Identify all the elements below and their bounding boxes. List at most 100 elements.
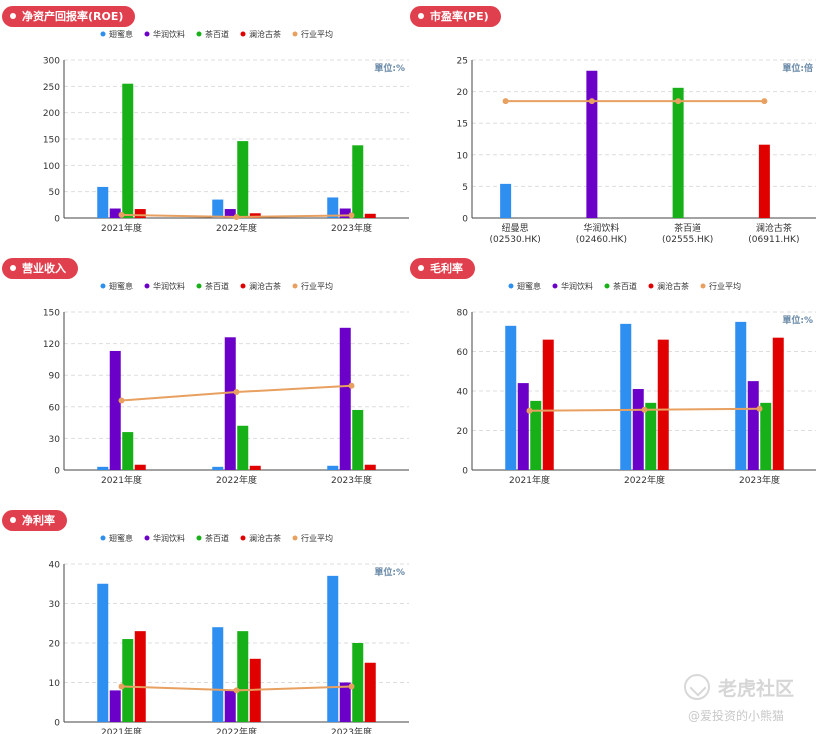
- bar: [237, 141, 249, 218]
- bar: [500, 183, 512, 218]
- legend-marker: [700, 283, 706, 289]
- bar: [542, 339, 554, 470]
- average-point: [118, 211, 125, 218]
- bar: [772, 337, 784, 470]
- bar: [364, 464, 376, 470]
- panel-title: 净资产回报率(ROE): [2, 6, 136, 27]
- unit-label: 單位:%: [374, 566, 405, 578]
- average-point: [641, 406, 648, 413]
- bar: [237, 425, 249, 470]
- x-tick-label: 华润饮料: [583, 222, 619, 234]
- legend-marker: [144, 535, 150, 541]
- y-tick-label: 40: [457, 388, 469, 398]
- average-point: [233, 687, 240, 694]
- average-point: [761, 98, 768, 105]
- bar: [530, 400, 542, 470]
- x-tick-label: 纽曼思: [502, 222, 529, 234]
- y-tick-label: 40: [49, 561, 61, 571]
- bar: [517, 383, 529, 470]
- x-tick-label: 2022年度: [216, 474, 257, 486]
- bar: [134, 209, 146, 218]
- bar: [224, 209, 236, 218]
- x-tick-label: (06911.HK): [748, 235, 799, 245]
- legend-marker: [292, 283, 298, 289]
- y-tick-label: 90: [49, 372, 61, 382]
- x-tick-label: 2023年度: [331, 222, 372, 234]
- legend-marker: [240, 31, 246, 37]
- y-tick-label: 0: [54, 215, 60, 225]
- y-tick-label: 30: [49, 435, 61, 445]
- legend-marker: [508, 283, 514, 289]
- legend-marker: [604, 283, 610, 289]
- legend-label: 茶百道: [205, 29, 229, 39]
- bar: [122, 432, 134, 470]
- unit-label: 單位:%: [782, 314, 813, 326]
- tiger-logo-icon: [684, 674, 710, 700]
- y-tick-label: 200: [43, 109, 60, 119]
- net-margin-panel: 净利率 0 10 20 30 40 單位:% 翅蜜息 华润饮料 茶百道 澜沧古茶 行业平均 2021年…: [0, 504, 409, 734]
- y-tick-label: 0: [54, 719, 60, 729]
- legend-marker: [292, 535, 298, 541]
- bar: [134, 464, 146, 470]
- average-point: [756, 405, 763, 412]
- x-tick-label: (02460.HK): [576, 235, 627, 245]
- y-tick-label: 150: [43, 309, 60, 319]
- gross-margin-panel: 毛利率 0 20 40 60 80 單位:% 翅蜜息 华润饮料 茶百道 澜沧古茶 行业平均 2021年…: [408, 252, 816, 504]
- gross-margin-chart: 0 20 40 60 80 單位:% 翅蜜息 华润饮料 茶百道 澜沧古茶 行业平均 2021年度 202…: [457, 281, 816, 486]
- x-tick-label: 2022年度: [624, 474, 665, 486]
- legend-marker: [552, 283, 558, 289]
- x-tick-label: 2023年度: [331, 726, 372, 734]
- bar: [339, 208, 351, 218]
- y-tick-label: 250: [43, 83, 60, 93]
- legend-label: 华润饮料: [561, 281, 593, 291]
- bar: [505, 325, 517, 470]
- legend-marker: [240, 535, 246, 541]
- y-tick-label: 15: [457, 120, 468, 130]
- average-point: [502, 98, 509, 105]
- average-point: [588, 98, 595, 105]
- bar: [224, 337, 236, 470]
- average-point: [118, 683, 125, 690]
- y-tick-label: 150: [43, 136, 60, 146]
- y-tick-label: 30: [49, 600, 61, 610]
- pe-panel: 市盈率(PE) 0 5 10 15 20 25 單位:倍 纽曼思 (02530.HK) 华润饮料(…: [408, 0, 816, 252]
- legend-marker: [100, 535, 106, 541]
- y-tick-label: 0: [462, 467, 468, 477]
- legend-label: 翅蜜息: [109, 29, 133, 39]
- x-tick-label: 2021年度: [101, 726, 142, 734]
- y-tick-label: 0: [54, 467, 60, 477]
- bar: [122, 83, 134, 218]
- legend-marker: [292, 31, 298, 37]
- bar: [224, 690, 236, 722]
- average-point: [233, 213, 240, 220]
- x-tick-label: 2021年度: [509, 474, 550, 486]
- bar: [735, 321, 747, 470]
- revenue-panel: 营业收入 0 30 60 90 120 150 翅蜜息 华润饮料 茶百道 澜沧古茶 行业平均 2021…: [0, 252, 409, 504]
- x-tick-label: (02530.HK): [490, 235, 541, 245]
- average-point: [233, 389, 240, 396]
- x-tick-label: 2023年度: [739, 474, 780, 486]
- bar: [645, 402, 657, 470]
- legend-label: 澜沧古茶: [657, 281, 689, 291]
- legend-label: 翅蜜息: [517, 281, 541, 291]
- bar: [758, 144, 770, 218]
- net-margin-chart: 0 10 20 30 40 單位:% 翅蜜息 华润饮料 茶百道 澜沧古茶 行业平均 2021年度 202…: [49, 533, 409, 734]
- bar: [212, 199, 224, 218]
- y-tick-label: 0: [462, 215, 468, 225]
- bar: [97, 186, 109, 218]
- bar: [364, 662, 376, 722]
- bar: [109, 208, 121, 218]
- y-tick-label: 100: [43, 162, 60, 172]
- y-tick-label: 300: [43, 57, 60, 67]
- legend-label: 翅蜜息: [109, 533, 133, 543]
- panel-title: 净利率: [2, 510, 67, 531]
- average-point: [348, 382, 355, 389]
- bar: [249, 213, 261, 218]
- legend-marker: [196, 283, 202, 289]
- roe-panel: 净资产回报率(ROE) 0 50 100 150 200 250 300 單位:% 翅蜜息 华润饮…: [0, 0, 409, 252]
- bar: [212, 466, 224, 470]
- unit-label: 單位:%: [374, 62, 405, 74]
- x-tick-label: 2021年度: [101, 222, 142, 234]
- bar: [327, 465, 339, 470]
